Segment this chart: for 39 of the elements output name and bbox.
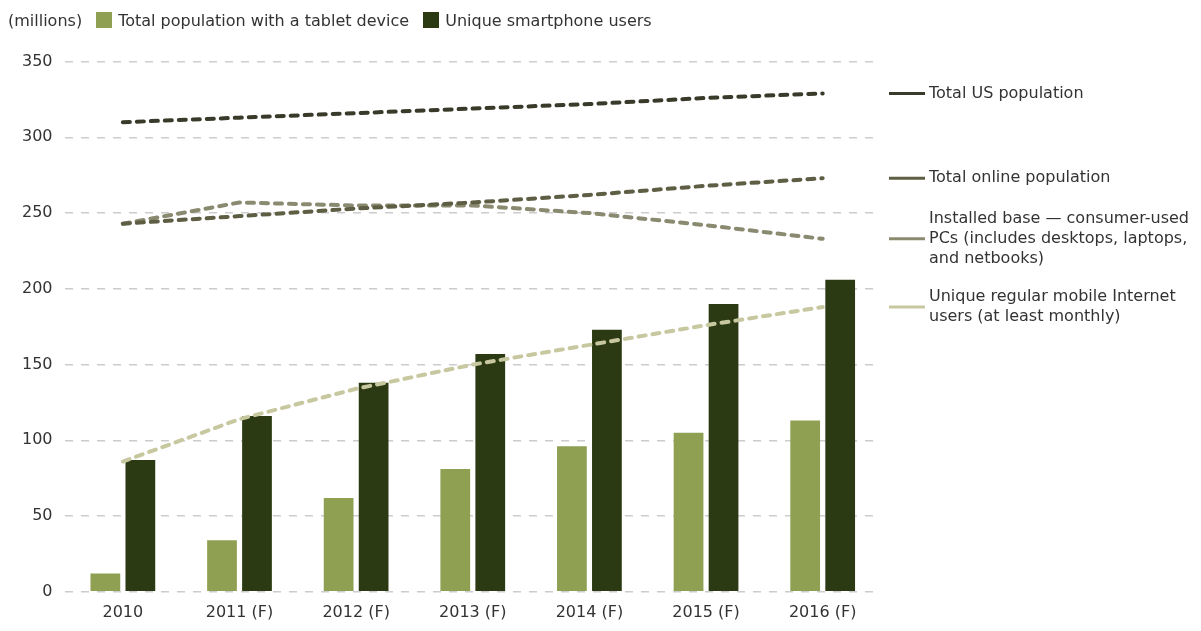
bar — [708, 303, 739, 592]
x-tick-label: 2012 (F) — [322, 601, 390, 621]
y-tick-label: 350 — [21, 50, 53, 70]
bar — [825, 279, 856, 592]
line-series — [120, 91, 825, 125]
x-tick-label: 2013 (F) — [439, 601, 507, 621]
legend-label: Total US population — [928, 82, 1084, 102]
bar — [440, 469, 471, 592]
y-tick-label: 0 — [42, 580, 53, 600]
legend-label: Unique regular mobile Internet users (at least monthly) — [929, 286, 1176, 326]
bar — [242, 416, 272, 592]
x-tick-label: 2010 — [102, 601, 144, 621]
bar — [592, 329, 622, 592]
x-tick-label: 2011 (F) — [205, 601, 274, 621]
line-series — [120, 176, 825, 226]
y-tick-label: 150 — [21, 353, 53, 373]
legend-label: Total population with a tablet device — [118, 10, 410, 30]
y-tick-label: 250 — [21, 202, 53, 222]
bar — [673, 432, 704, 592]
bar — [125, 460, 156, 592]
bar — [790, 420, 821, 592]
line-series — [120, 305, 825, 464]
bar — [90, 573, 121, 592]
bar — [475, 353, 506, 592]
bar — [557, 446, 587, 592]
x-tick-label: 2016 (F) — [788, 601, 857, 621]
bar — [207, 540, 237, 592]
y-tick-label: 300 — [21, 126, 53, 146]
x-tick-label: 2014 (F) — [555, 601, 624, 621]
y-tick-label: 50 — [32, 505, 53, 525]
y-axis-title: (millions) — [8, 10, 83, 30]
y-tick-label: 200 — [21, 277, 53, 297]
legend-label: Total online population — [928, 167, 1111, 187]
legend-label: Unique smartphone users — [445, 10, 652, 30]
legend-label: Installed base — consumer-used PCs (includes desktops, laptops, and netbooks) — [929, 207, 1189, 267]
bar — [358, 382, 389, 592]
x-tick-label: 2015 (F) — [672, 601, 740, 621]
bar — [323, 497, 354, 592]
y-tick-label: 100 — [21, 429, 53, 449]
